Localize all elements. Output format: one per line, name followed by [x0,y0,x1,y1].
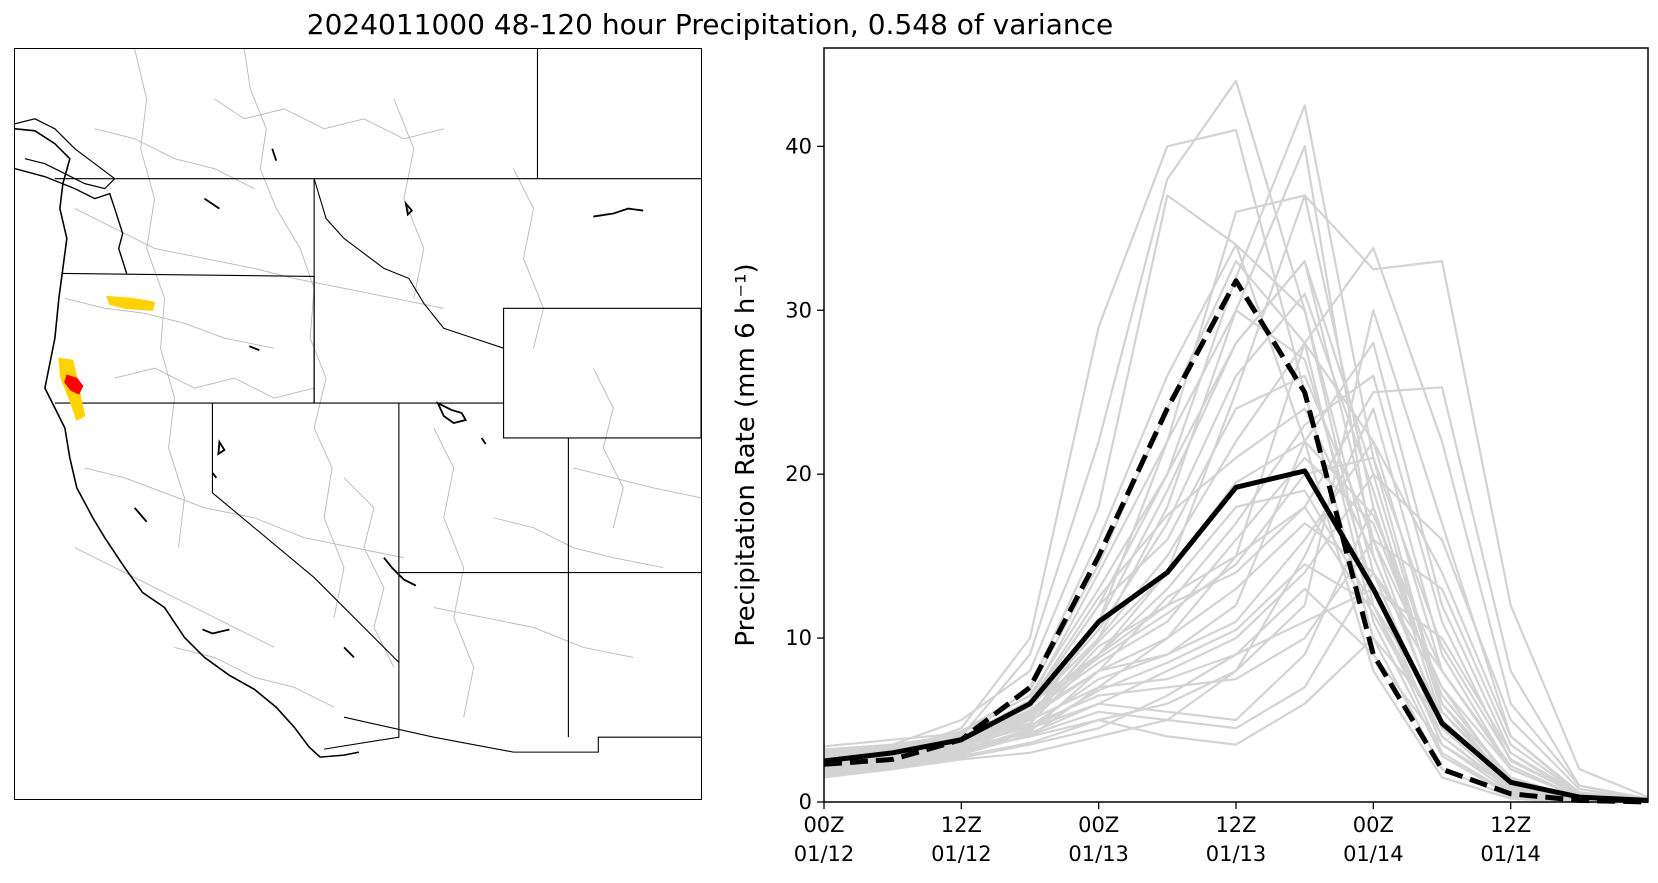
ensemble-member-line-25 [823,292,1649,804]
coastline [15,127,360,758]
ensemble-member-line-36 [823,571,1649,804]
precipitation-map [14,48,702,800]
x-tick-label: 00Z 01/14 [1343,813,1404,866]
ensemble-member-line-28 [823,260,1649,804]
ensemble-member-line-2 [823,128,1649,804]
x-tick-label: 00Z 01/13 [1068,813,1129,866]
ensemble-member-line-31 [823,538,1649,804]
y-tick-label: 30 [785,298,812,322]
puget-sound [15,168,128,274]
y-axis-label: Precipitation Rate (mm 6 h⁻¹) [731,263,761,646]
x-tick-label: 00Z 01/12 [794,813,855,866]
ensemble-member-line-3 [823,194,1648,804]
main-series-lines [823,278,1649,805]
y-tick-label: 20 [785,462,812,486]
ensemble-member-line-32 [823,505,1649,804]
state-borders [54,49,701,753]
ensemble-member-lines [823,79,1649,804]
dashed-series-line [823,278,1649,805]
ensemble-member-line-11 [823,194,1649,804]
ensemble-member-line-29 [823,587,1649,804]
highlight-region-oregon [105,295,156,311]
lakes [133,148,644,659]
y-tick-label: 10 [785,626,812,650]
ensemble-member-line-4 [823,104,1649,804]
x-tick-label: 12Z 01/14 [1480,813,1541,866]
figure-title: 2024011000 48-120 hour Precipitation, 0.… [306,8,1114,41]
map-svg [15,49,701,758]
highlight-region-coast-red [64,374,84,395]
x-axis-ticks: 00Z 01/12 12Z 01/12 00Z 01/13 12Z 01/13 00Z 01/14… [794,802,1541,866]
x-tick-label: 12Z 01/12 [931,813,992,866]
plot-frame [823,47,1649,803]
y-axis-ticks: 0 10 20 30 40 [785,134,824,814]
ensemble-member-line-35 [823,440,1649,804]
basin-boundaries [64,49,701,718]
y-tick-label: 0 [799,790,812,814]
y-tick-label: 40 [785,134,812,158]
x-tick-label: 12Z 01/13 [1206,813,1267,866]
